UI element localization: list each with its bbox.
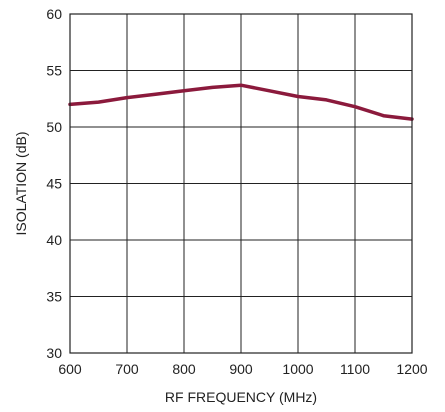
x-tick-label: 700: [115, 361, 139, 377]
isolation-series-line: [68, 83, 414, 121]
x-tick-label: 1100: [340, 361, 370, 377]
x-tick-label: 1000: [282, 361, 313, 377]
y-axis-title: ISOLATION (dB): [13, 132, 29, 236]
y-tick-label: 35: [46, 289, 62, 305]
x-tick-label: 900: [229, 361, 253, 377]
y-tick-label: 55: [46, 63, 62, 79]
y-tick-label: 45: [46, 176, 62, 192]
grid: [69, 13, 413, 354]
x-tick-label: 800: [172, 361, 196, 377]
y-tick-label: 50: [46, 119, 62, 135]
x-tick-label: 1200: [396, 361, 427, 377]
plot-frame: [69, 13, 413, 354]
tick-labels: 600 700 800 900 1000 1100 1200 30 35 40 45 50 55 60: [46, 6, 427, 377]
y-tick-label: 40: [46, 232, 62, 248]
series-layer: [68, 83, 414, 121]
x-axis-title: RF FREQUENCY (MHz): [165, 389, 317, 405]
y-tick-label: 60: [46, 6, 62, 22]
x-tick-label: 600: [58, 361, 82, 377]
y-tick-label: 30: [46, 345, 62, 361]
